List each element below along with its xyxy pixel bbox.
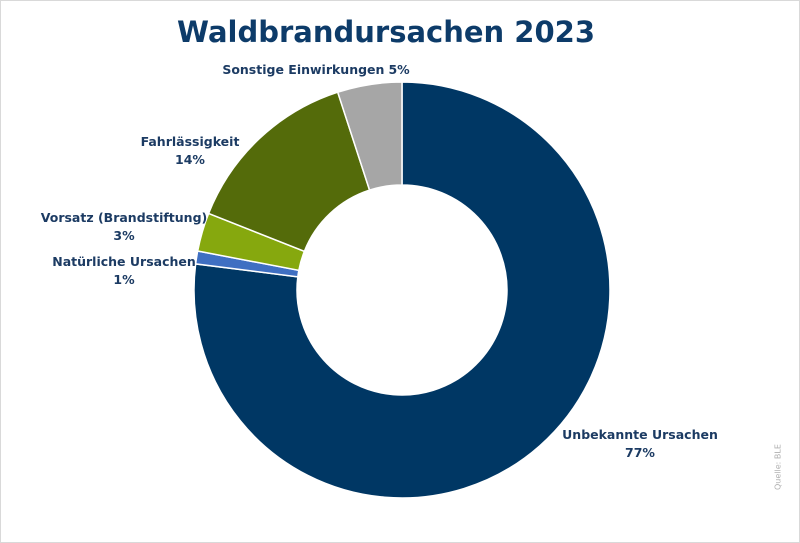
value-label: 77% [625, 445, 655, 460]
donut-slice [207, 91, 371, 253]
donut-slice [193, 81, 611, 499]
category-label: Unbekannte Ursachen [562, 427, 718, 442]
slice-label: Natürliche Ursachen 1% [52, 254, 196, 287]
value-label: 1% [113, 272, 135, 287]
slice-label: Fahrlässigkeit 14% [141, 134, 240, 167]
value-label: 14% [175, 152, 205, 167]
donut-slice [336, 81, 403, 192]
slice-label: Vorsatz (Brandstiftung) 3% [41, 210, 207, 243]
value-label: 3% [113, 228, 135, 243]
category-label: Sonstige Einwirkungen [222, 62, 384, 77]
category-label: Natürliche Ursachen [52, 254, 196, 269]
category-label: Vorsatz (Brandstiftung) [41, 210, 207, 225]
source-note: Quelle: BLE [774, 444, 783, 490]
slice-label: Sonstige Einwirkungen 5% [222, 62, 410, 77]
slice-label: Unbekannte Ursachen 77% [562, 427, 718, 460]
category-label: Fahrlässigkeit [141, 134, 240, 149]
value-label: 5% [388, 62, 410, 77]
chart-title: Waldbrandursachen 2023 [177, 15, 595, 49]
